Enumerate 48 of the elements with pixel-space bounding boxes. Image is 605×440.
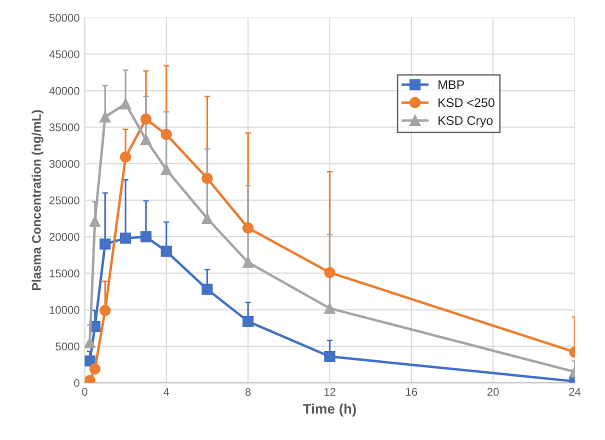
legend-label: MBP (438, 80, 464, 90)
x-tick-label: 8 (245, 388, 251, 396)
point (100, 238, 111, 250)
point (120, 152, 132, 163)
point (160, 128, 172, 140)
x-tick-label: 0 (82, 388, 88, 396)
point (324, 266, 336, 278)
point (89, 363, 100, 374)
legend-label: KSD <250 (438, 98, 494, 108)
y-tick-label: 50000 (49, 14, 80, 22)
point (120, 232, 132, 244)
y-tick-label: 10000 (50, 306, 80, 314)
y-tick-label: 0 (74, 379, 80, 387)
y-tick-label: 20000 (50, 232, 80, 241)
x-tick-label: 16 (406, 388, 418, 396)
point (242, 222, 254, 234)
point (140, 114, 152, 125)
point (160, 164, 172, 176)
y-tick-label: 15000 (50, 270, 80, 278)
point (140, 231, 152, 242)
y-tick-label: 35000 (49, 123, 80, 132)
point (89, 216, 100, 227)
point (84, 355, 96, 366)
x-tick-label: 24 (569, 388, 581, 396)
point (160, 246, 172, 257)
legend-label: KSD Cryo (438, 116, 493, 128)
point (324, 350, 336, 362)
point (324, 302, 336, 314)
point (202, 284, 213, 295)
point (100, 304, 111, 316)
y-tick-label: 45000 (49, 50, 80, 58)
y-tick-label: 5000 (56, 342, 80, 350)
x-tick-label: 4 (164, 388, 170, 396)
x-axis-title: Time (h) (303, 404, 356, 417)
point (84, 337, 96, 348)
point (202, 172, 213, 184)
point (140, 134, 152, 146)
y-tick-label: 25000 (50, 196, 80, 204)
y-tick-label: 40000 (49, 86, 80, 95)
point (202, 212, 213, 224)
point (100, 111, 111, 122)
y-axis-title: Plasma Concentration (ng/mL) (32, 110, 44, 290)
point (242, 316, 254, 327)
y-tick-label: 30000 (49, 160, 80, 168)
x-tick-label: 12 (324, 388, 336, 396)
point (120, 98, 132, 110)
x-tick-label: 20 (487, 388, 499, 396)
point (242, 256, 254, 268)
